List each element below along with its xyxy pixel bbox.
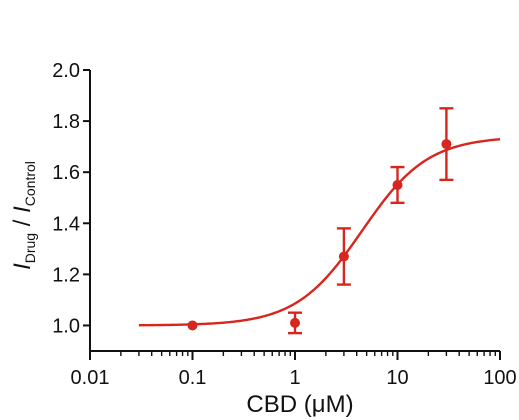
x-tick-label: 0.01 (71, 367, 110, 389)
x-tick-label: 0.1 (179, 367, 207, 389)
data-point (187, 320, 198, 331)
y-tick-label: 1.2 (52, 264, 80, 286)
x-tick-label: 1 (289, 367, 300, 389)
x-tick-label: 10 (386, 367, 408, 389)
y-tick-label: 1.4 (52, 213, 80, 235)
x-tick-label: 100 (483, 367, 516, 389)
data-point (392, 179, 403, 190)
y-axis-label: IDrug / IControl (9, 161, 38, 270)
tick-group: 1.0 1.2 1.4 1.6 1.8 2.0 0.01 0.1 1 10 100 (52, 60, 517, 389)
data-point (441, 139, 452, 150)
y-axis-label-den-sub: Control (22, 161, 38, 206)
y-axis-label-sep: / (9, 213, 36, 233)
fit-curve (138, 138, 501, 327)
x-axis-label: CBD (μM) (246, 391, 353, 418)
y-tick-label: 1.0 (52, 315, 80, 337)
y-axis-label-den-main: I (9, 206, 36, 213)
fit-curve-group (138, 138, 501, 327)
data-point (290, 317, 300, 328)
axes (89, 70, 500, 352)
y-tick-label: 2.0 (52, 60, 80, 82)
y-axis-label-num-main: I (9, 263, 36, 270)
y-tick-label: 1.8 (52, 111, 80, 133)
data-points-group (187, 107, 454, 335)
y-axis-label-num-sub: Drug (22, 233, 38, 263)
data-point (338, 251, 349, 262)
y-tick-label: 1.6 (52, 162, 80, 184)
